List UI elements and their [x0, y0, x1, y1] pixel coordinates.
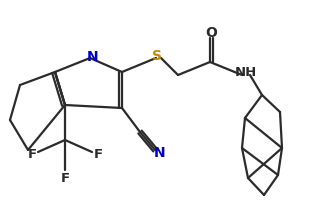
- Text: N: N: [154, 146, 166, 160]
- Text: F: F: [27, 148, 37, 160]
- Text: S: S: [152, 49, 162, 63]
- Text: NH: NH: [235, 65, 257, 78]
- Text: F: F: [61, 172, 70, 184]
- Text: O: O: [205, 26, 217, 40]
- Text: N: N: [87, 50, 99, 64]
- Text: F: F: [93, 148, 103, 160]
